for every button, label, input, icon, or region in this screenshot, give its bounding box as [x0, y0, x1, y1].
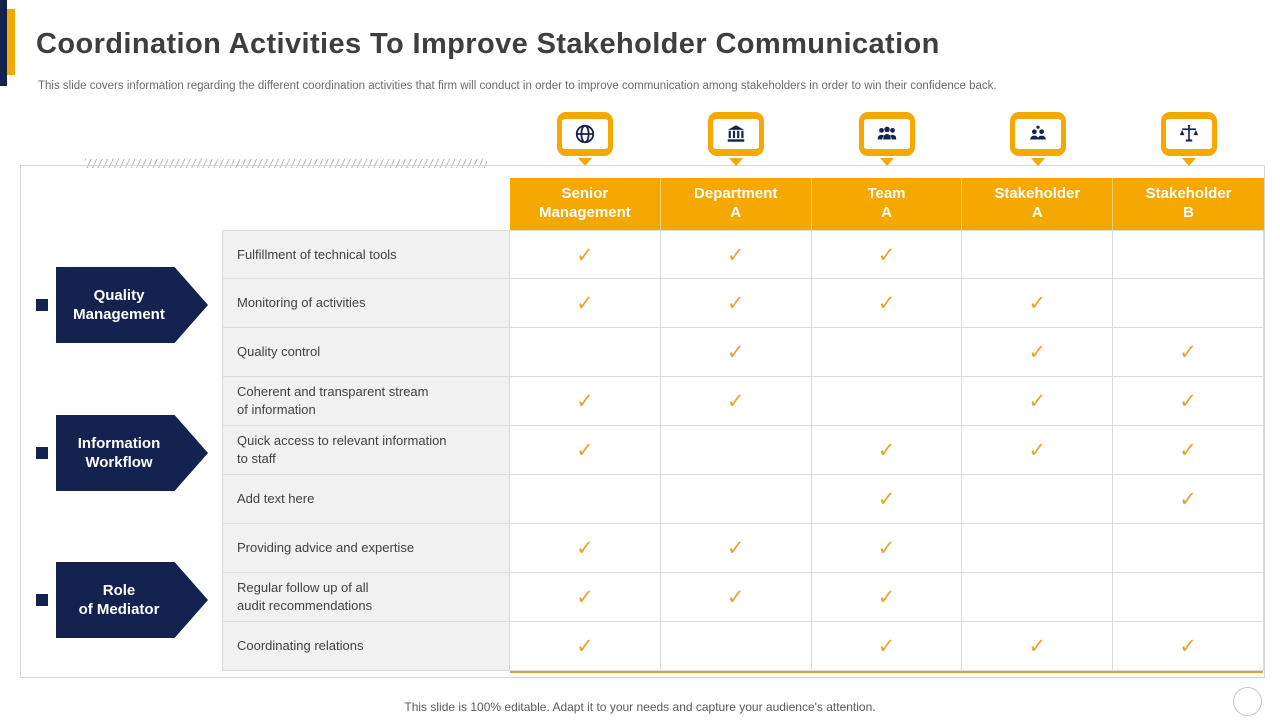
- hatch-divider: [85, 159, 487, 168]
- table-corner-spacer: [222, 178, 510, 230]
- badge-pointer: [880, 158, 894, 166]
- check-cell: ✓: [660, 573, 812, 622]
- row-label: Quick access to relevant information to …: [222, 426, 510, 475]
- column-badge-senior-management: [557, 112, 613, 166]
- check-cell: ✓: [1113, 426, 1264, 475]
- badge-box: [557, 112, 613, 156]
- check-cell: ✓: [1113, 622, 1264, 671]
- check-cell: [962, 475, 1114, 524]
- column-badge-department-a: [708, 112, 764, 166]
- group-arrow-information-workflow: Information Workflow: [56, 415, 208, 491]
- column-badge-stakeholder-a: [1010, 112, 1066, 166]
- badge-box: [1010, 112, 1066, 156]
- check-cell: [962, 573, 1114, 622]
- check-cell: ✓: [1113, 328, 1264, 377]
- badge-pointer: [1031, 158, 1045, 166]
- column-header-senior-management: Senior Management: [510, 178, 661, 230]
- row-label: Providing advice and expertise: [222, 524, 510, 573]
- badge-box: [1161, 112, 1217, 156]
- scales-icon: [1179, 124, 1199, 142]
- check-cell: ✓: [660, 377, 812, 426]
- column-header-stakeholder-a: Stakeholder A: [962, 178, 1114, 230]
- footer-note: This slide is 100% editable. Adapt it to…: [404, 700, 876, 714]
- check-cell: ✓: [510, 426, 661, 475]
- check-cell: ✓: [811, 279, 963, 328]
- column-badge-stakeholder-b: [1161, 112, 1217, 166]
- page-title: Coordination Activities To Improve Stake…: [36, 28, 940, 60]
- check-cell: [962, 524, 1114, 573]
- row-label: Coherent and transparent stream of infor…: [222, 377, 510, 426]
- table-bottom-accent-line: [510, 671, 1263, 673]
- row-label: Coordinating relations: [222, 622, 510, 671]
- check-cell: [1113, 230, 1264, 279]
- check-cell: ✓: [1113, 475, 1264, 524]
- row-label: Monitoring of activities: [222, 279, 510, 328]
- check-cell: [962, 230, 1114, 279]
- check-cell: ✓: [811, 524, 963, 573]
- row-label: Add text here: [222, 475, 510, 524]
- slide-subtitle: This slide covers information regarding …: [38, 80, 997, 92]
- check-cell: ✓: [660, 328, 812, 377]
- group-bullet: [36, 594, 48, 606]
- check-cell: ✓: [660, 279, 812, 328]
- badge-box: [859, 112, 915, 156]
- check-cell: ✓: [962, 426, 1114, 475]
- check-cell: [1113, 573, 1264, 622]
- coordination-matrix-table: Senior Management Department A Team A St…: [222, 178, 1264, 671]
- table-frame: [20, 165, 1265, 678]
- check-cell: ✓: [811, 622, 963, 671]
- corner-accent-gold: [7, 9, 15, 75]
- check-cell: [660, 622, 812, 671]
- check-cell: [811, 328, 963, 377]
- check-cell: [1113, 524, 1264, 573]
- column-header-team-a: Team A: [811, 178, 963, 230]
- group-arrow-quality-management: Quality Management: [56, 267, 208, 343]
- decorative-circle: [1233, 687, 1262, 716]
- check-cell: ✓: [811, 573, 963, 622]
- badge-pointer: [1182, 158, 1196, 166]
- check-cell: ✓: [510, 377, 661, 426]
- check-cell: [660, 426, 812, 475]
- group-arrow-role-of-mediator: Role of Mediator: [56, 562, 208, 638]
- check-cell: [1113, 279, 1264, 328]
- column-badge-team-a: [859, 112, 915, 166]
- check-cell: ✓: [1113, 377, 1264, 426]
- check-cell: ✓: [811, 230, 963, 279]
- check-cell: [811, 377, 963, 426]
- column-header-department-a: Department A: [660, 178, 812, 230]
- group-bullet: [36, 447, 48, 459]
- row-label: Regular follow up of all audit recommend…: [222, 573, 510, 622]
- check-cell: ✓: [660, 524, 812, 573]
- check-cell: ✓: [811, 475, 963, 524]
- badge-pointer: [578, 158, 592, 166]
- check-cell: ✓: [510, 573, 661, 622]
- row-label: Fulfillment of technical tools: [222, 230, 510, 279]
- group-bullet: [36, 299, 48, 311]
- team-people-icon: [877, 126, 897, 140]
- check-cell: ✓: [510, 524, 661, 573]
- check-cell: [510, 328, 661, 377]
- column-header-stakeholder-b: Stakeholder B: [1113, 178, 1264, 230]
- row-label: Quality control: [222, 328, 510, 377]
- check-cell: ✓: [660, 230, 812, 279]
- check-cell: ✓: [510, 622, 661, 671]
- check-cell: ✓: [962, 377, 1114, 426]
- bank-building-icon: [727, 125, 745, 142]
- check-cell: ✓: [510, 279, 661, 328]
- globe-icon: [575, 124, 595, 144]
- check-cell: ✓: [811, 426, 963, 475]
- check-cell: [660, 475, 812, 524]
- corner-accent-navy: [0, 0, 7, 86]
- check-cell: ✓: [510, 230, 661, 279]
- badge-box: [708, 112, 764, 156]
- check-cell: [510, 475, 661, 524]
- check-cell: ✓: [962, 328, 1114, 377]
- check-cell: ✓: [962, 279, 1114, 328]
- badge-pointer: [729, 158, 743, 166]
- stakeholder-group-icon: [1030, 125, 1046, 140]
- check-cell: ✓: [962, 622, 1114, 671]
